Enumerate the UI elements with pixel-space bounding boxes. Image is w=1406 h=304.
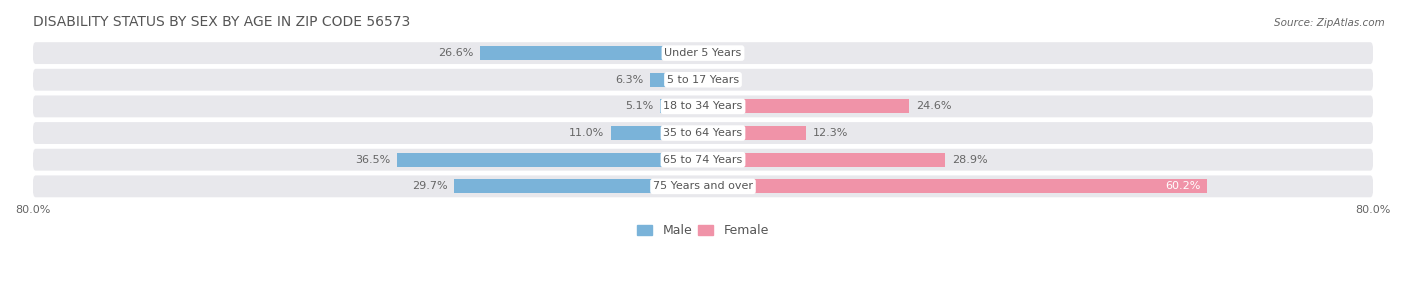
Text: 5 to 17 Years: 5 to 17 Years: [666, 75, 740, 85]
Text: 11.0%: 11.0%: [569, 128, 605, 138]
Bar: [703, 153, 945, 167]
Text: 18 to 34 Years: 18 to 34 Years: [664, 102, 742, 111]
Text: 24.6%: 24.6%: [915, 102, 952, 111]
Bar: [703, 179, 1208, 193]
Bar: [610, 126, 703, 140]
Bar: [661, 99, 703, 113]
Bar: [703, 126, 806, 140]
Bar: [396, 153, 703, 167]
Text: 65 to 74 Years: 65 to 74 Years: [664, 155, 742, 165]
Legend: Male, Female: Male, Female: [633, 219, 773, 242]
FancyBboxPatch shape: [32, 95, 1374, 117]
Bar: [703, 99, 910, 113]
Text: Under 5 Years: Under 5 Years: [665, 48, 741, 58]
Text: 60.2%: 60.2%: [1166, 181, 1201, 191]
Bar: [650, 73, 703, 87]
Text: DISABILITY STATUS BY SEX BY AGE IN ZIP CODE 56573: DISABILITY STATUS BY SEX BY AGE IN ZIP C…: [32, 15, 411, 29]
Text: 12.3%: 12.3%: [813, 128, 848, 138]
Text: 0.0%: 0.0%: [710, 48, 738, 58]
Text: 35 to 64 Years: 35 to 64 Years: [664, 128, 742, 138]
Text: 28.9%: 28.9%: [952, 155, 987, 165]
Text: 26.6%: 26.6%: [439, 48, 474, 58]
Bar: [454, 179, 703, 193]
Bar: [479, 46, 703, 60]
Text: 36.5%: 36.5%: [356, 155, 391, 165]
Text: 75 Years and over: 75 Years and over: [652, 181, 754, 191]
Text: 5.1%: 5.1%: [626, 102, 654, 111]
Text: 29.7%: 29.7%: [412, 181, 447, 191]
FancyBboxPatch shape: [32, 122, 1374, 144]
Text: 6.3%: 6.3%: [616, 75, 644, 85]
FancyBboxPatch shape: [32, 69, 1374, 91]
FancyBboxPatch shape: [32, 149, 1374, 171]
FancyBboxPatch shape: [32, 175, 1374, 197]
FancyBboxPatch shape: [32, 42, 1374, 64]
Text: Source: ZipAtlas.com: Source: ZipAtlas.com: [1274, 18, 1385, 28]
Text: 0.0%: 0.0%: [710, 75, 738, 85]
